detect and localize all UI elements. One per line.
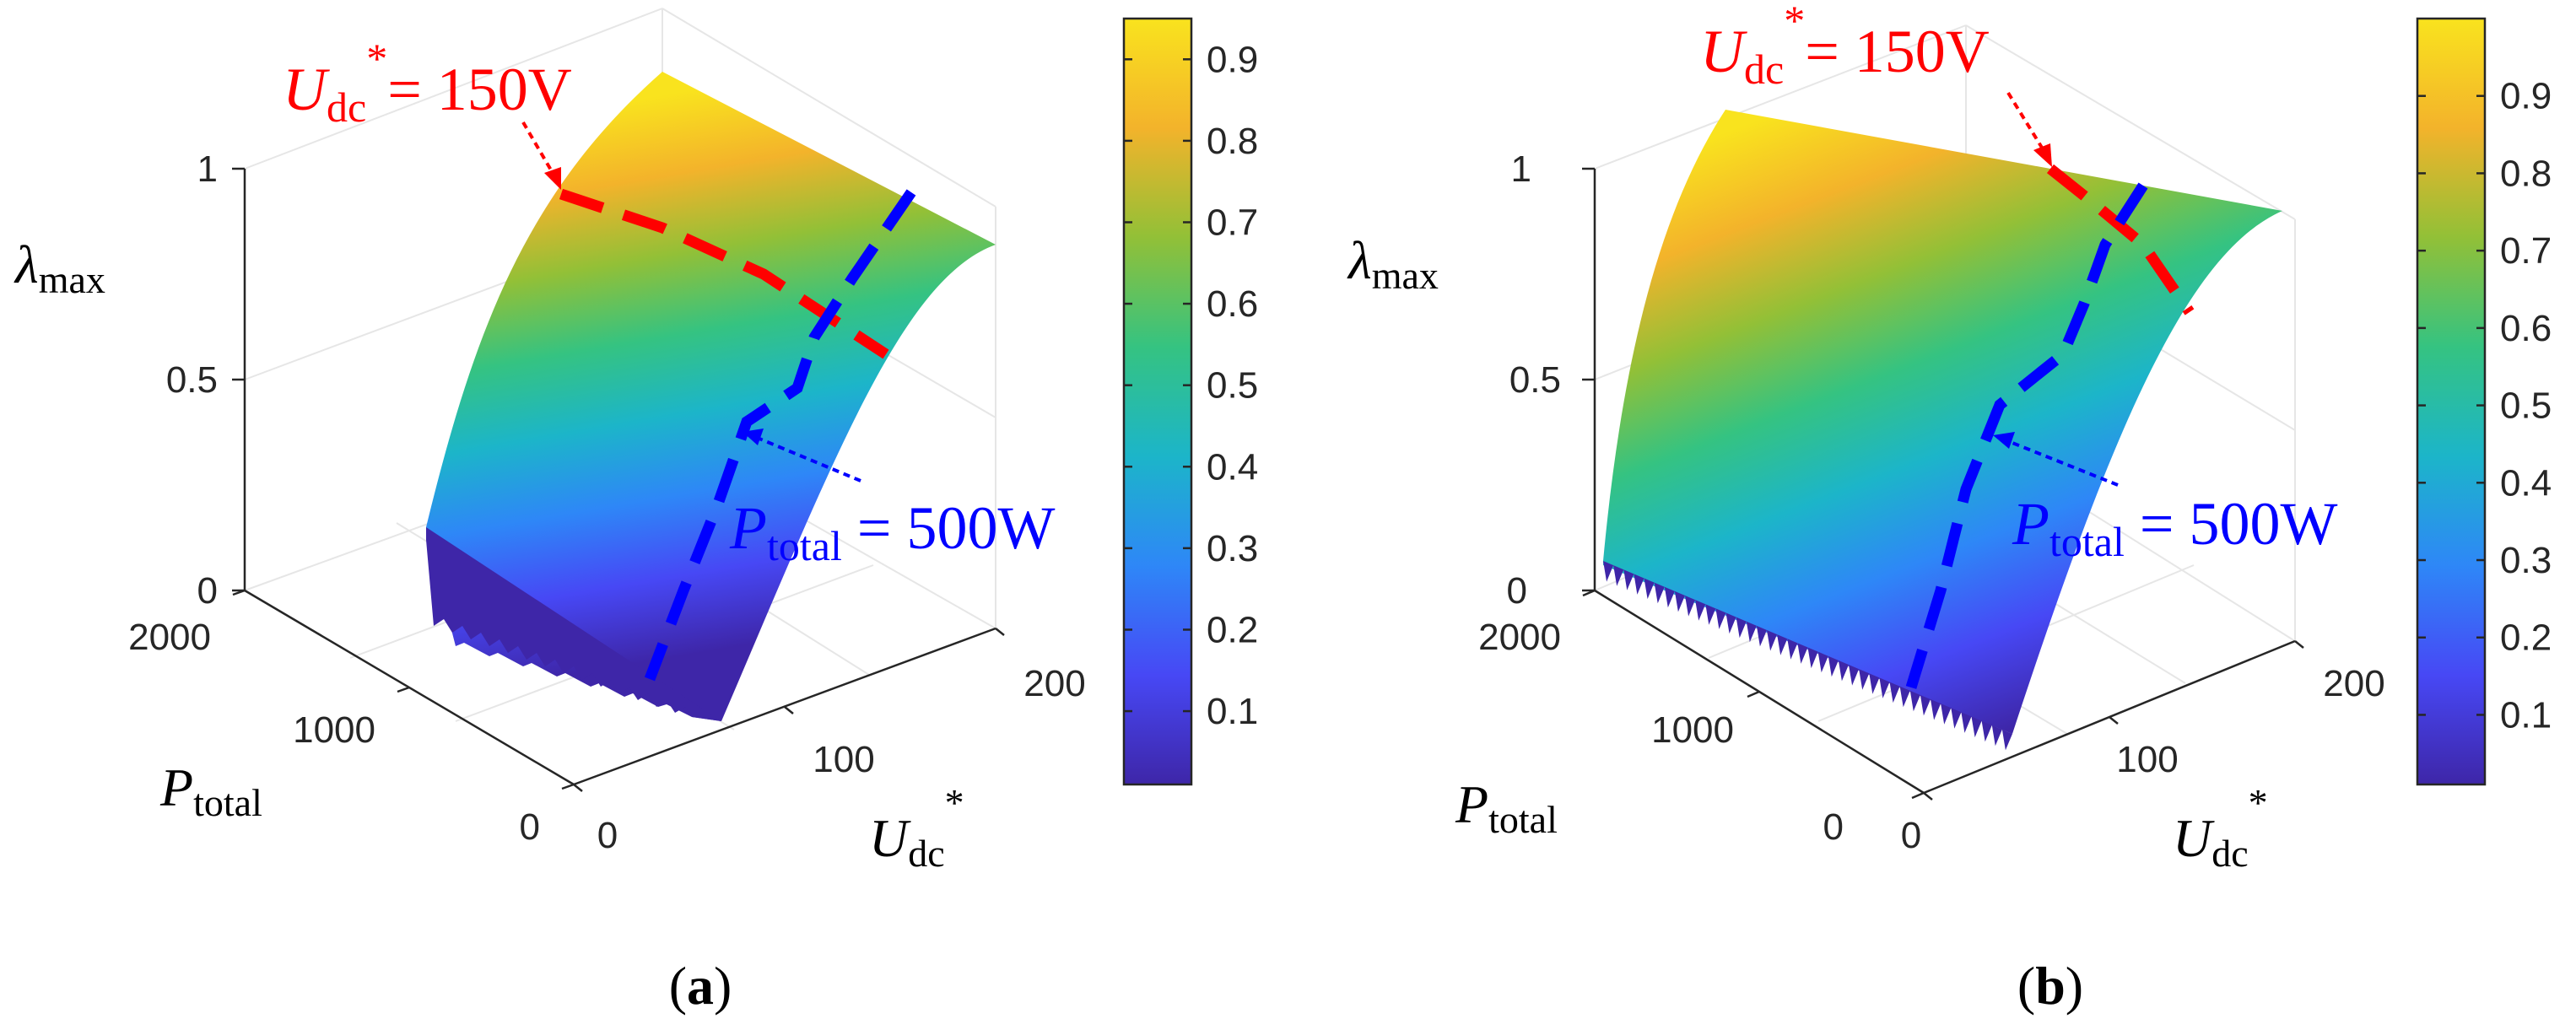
ptotal-annotation: Ptotal = 500W [2012, 490, 2337, 565]
xtick-label: 1000 [1651, 709, 1734, 751]
panel-a-xtick-labels: 2000 1000 0 [128, 617, 540, 848]
colorbar-tick-label: 0.1 [2500, 694, 2552, 736]
panel-b-red-annotation: Udc*= 150V [1700, 0, 2052, 167]
colorbar-tick-label: 0.9 [2500, 76, 2552, 117]
ytick-label: 200 [2323, 663, 2384, 704]
panel-b-axes [1582, 167, 2304, 801]
panel-a: 1 0.5 0 2000 1000 0 0 100 200 λmax Ptota… [14, 8, 1258, 1016]
panel-b-xtick-labels: 2000 1000 0 [1478, 617, 1844, 848]
zlabel: λmax [14, 234, 105, 301]
ptotal-arrowhead [743, 429, 764, 445]
ptotal-arrow [759, 437, 861, 482]
panel-b-colorbar [2416, 17, 2487, 786]
xlabel: Ptotal [1455, 774, 1558, 841]
panel-b: 1 0.5 0 2000 1000 0 0 100 200 λmax Ptota… [1347, 0, 2552, 1016]
ptotal-annotation: Ptotal = 500W [729, 494, 1055, 569]
panel-a-caption: (a) [669, 956, 732, 1016]
panel-b-red-dashed-line [2046, 164, 2195, 315]
panel-b-surface [1603, 110, 2282, 734]
colorbar-tick-label: 0.3 [1207, 528, 1258, 569]
udc-annotation: Udc*= 150V [1700, 0, 1990, 93]
colorbar-tick-label: 0.7 [2500, 230, 2552, 272]
panel-b-caption: (b) [2017, 956, 2083, 1016]
colorbar-tick-label: 0.3 [2500, 540, 2552, 581]
panel-a-colorbar [1122, 17, 1193, 786]
colorbar-tick-label: 0.2 [2500, 617, 2552, 659]
colorbar-tick-label: 0.1 [1207, 691, 1258, 732]
panel-a-ztick-labels: 1 0.5 0 [166, 148, 218, 612]
ytick-label: 100 [2116, 739, 2178, 780]
ztick-label: 1 [1511, 148, 1531, 190]
xtick-label: 1000 [293, 709, 375, 751]
panel-a-colorbar-ticks: 0.1 0.2 0.3 0.4 0.5 0.6 0.7 0.8 0.9 [1124, 39, 1258, 732]
colorbar-tick-label: 0.7 [1207, 202, 1258, 243]
panel-a-axes [232, 167, 1005, 792]
udc-annotation: Udc*= 150V [283, 35, 572, 131]
colorbar-tick-label: 0.6 [2500, 308, 2552, 349]
ztick-label: 1 [197, 148, 218, 190]
colorbar-tick-label: 0.2 [1207, 609, 1258, 650]
colorbar-tick-label: 0.8 [1207, 121, 1258, 162]
colorbar-tick-label: 0.6 [1207, 283, 1258, 325]
colorbar-tick-label: 0.4 [1207, 446, 1258, 488]
ztick-label: 0.5 [1509, 359, 1561, 401]
ptotal-arrow [2012, 441, 2119, 487]
udc-arrowhead [544, 167, 561, 190]
ptotal-arrowhead [1993, 432, 2015, 449]
udc-arrow [521, 121, 554, 175]
udc-arrow [2006, 91, 2044, 149]
xtick-label: 0 [520, 806, 540, 848]
panel-a-surface [426, 72, 996, 721]
zlabel: λmax [1347, 230, 1439, 297]
panel-b-blue-annotation: Ptotal = 500W [1993, 432, 2337, 565]
xtick-label: 0 [1823, 806, 1844, 848]
colorbar-tick-label: 0.5 [2500, 385, 2552, 427]
colorbar-tick-label: 0.4 [2500, 462, 2552, 504]
panel-b-ytick-labels: 0 100 200 [1901, 663, 2385, 856]
ytick-label: 0 [1901, 815, 1921, 856]
xtick-label: 2000 [128, 617, 211, 658]
colorbar-tick-label: 0.9 [1207, 39, 1258, 80]
ytick-label: 100 [813, 739, 874, 780]
panel-b-blue-dashed-line [1905, 182, 2148, 689]
panel-a-ytick-labels: 0 100 200 [597, 663, 1086, 856]
panel-b-colorbar-ticks: 0.1 0.2 0.3 0.4 0.5 0.6 0.7 0.8 0.9 [2417, 76, 2552, 736]
xtick-label: 2000 [1478, 617, 1561, 658]
panel-a-red-annotation: Udc*= 150V [283, 35, 572, 190]
ylabel: Udc* [869, 781, 964, 875]
panel-a-blue-annotation: Ptotal = 500W [729, 429, 1055, 569]
udc-arrowhead [2033, 143, 2052, 167]
ztick-label: 0 [197, 570, 218, 612]
xlabel: Ptotal [159, 757, 262, 824]
ztick-label: 0 [1507, 570, 1527, 612]
ylabel: Udc* [2173, 781, 2268, 875]
colorbar-tick-label: 0.8 [2500, 153, 2552, 194]
ytick-label: 0 [597, 815, 618, 856]
ytick-label: 200 [1023, 663, 1085, 704]
colorbar-tick-label: 0.5 [1207, 365, 1258, 407]
panel-b-ztick-labels: 1 0.5 0 [1507, 148, 1561, 612]
ztick-label: 0.5 [166, 359, 218, 401]
